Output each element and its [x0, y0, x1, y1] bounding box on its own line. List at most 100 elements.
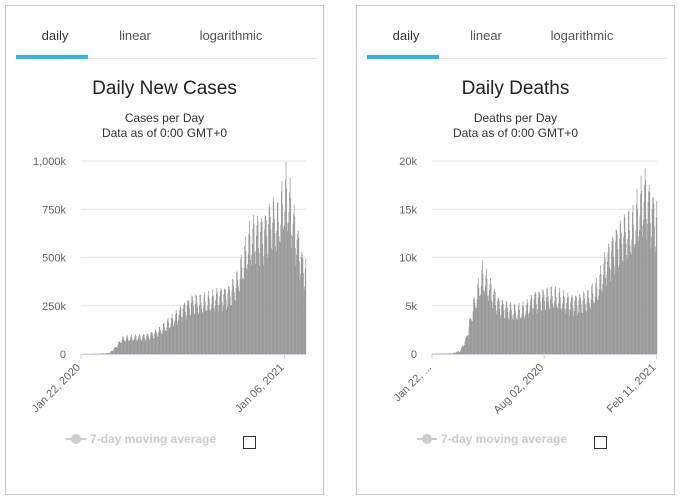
- bar: [232, 278, 233, 354]
- bar: [277, 202, 279, 354]
- bar: [251, 254, 253, 354]
- bar: [269, 207, 271, 354]
- bar: [641, 225, 643, 354]
- bar: [528, 317, 530, 354]
- bar: [619, 238, 620, 354]
- bar: [128, 340, 129, 354]
- bar: [169, 328, 171, 354]
- bar: [577, 312, 579, 354]
- bar: [563, 296, 565, 354]
- bar: [476, 299, 478, 354]
- bar: [559, 287, 561, 354]
- bar: [174, 319, 176, 354]
- bar: [513, 304, 515, 354]
- bar: [233, 292, 235, 354]
- bar: [146, 334, 148, 354]
- bar: [224, 289, 225, 354]
- bar: [167, 320, 168, 354]
- bar: [502, 301, 504, 354]
- bar: [249, 235, 251, 354]
- bar: [631, 239, 633, 354]
- bar: [240, 254, 242, 354]
- bar: [162, 329, 164, 354]
- tab-linear[interactable]: linear: [119, 28, 151, 43]
- bar: [533, 298, 535, 354]
- bar: [474, 302, 476, 354]
- x-tick-label: Jan 22, 2020: [30, 362, 83, 415]
- bar: [119, 341, 121, 354]
- active-tab-indicator: [367, 55, 439, 59]
- bar: [512, 318, 513, 354]
- bar: [569, 309, 571, 354]
- bar: [151, 333, 153, 354]
- bars: [81, 161, 307, 354]
- bar: [127, 338, 129, 354]
- bar: [224, 288, 226, 354]
- bar: [458, 351, 459, 354]
- bar: [553, 308, 555, 354]
- bar: [470, 319, 472, 354]
- bar: [588, 297, 590, 354]
- bar: [176, 312, 178, 354]
- bar: [656, 200, 658, 354]
- legend-moving-average[interactable]: 7-day moving average: [417, 432, 567, 446]
- bar: [254, 252, 255, 354]
- tab-linear[interactable]: linear: [470, 28, 502, 43]
- bar: [272, 197, 274, 354]
- bar: [497, 298, 499, 354]
- bar: [464, 341, 466, 354]
- bar: [275, 246, 276, 354]
- bar: [594, 303, 595, 354]
- legend-moving-average[interactable]: 7-day moving average: [66, 432, 216, 446]
- bar: [264, 215, 266, 354]
- bar: [282, 227, 284, 354]
- bar: [243, 278, 244, 354]
- bar: [587, 289, 588, 354]
- bar: [467, 336, 469, 354]
- bar: [202, 312, 204, 354]
- bar: [276, 230, 278, 354]
- bar: [640, 194, 641, 354]
- bar: [575, 295, 577, 354]
- bar: [244, 236, 246, 354]
- legend-label: 7-day moving average: [90, 432, 217, 446]
- bar: [124, 340, 125, 354]
- bar: [238, 290, 240, 354]
- bar: [595, 277, 597, 354]
- bar: [498, 300, 500, 354]
- bar: [652, 197, 654, 354]
- bar: [609, 267, 611, 354]
- bar: [475, 308, 477, 354]
- bar: [105, 353, 107, 354]
- bar: [211, 304, 212, 354]
- bar: [103, 353, 104, 354]
- moving-average-checkbox[interactable]: [594, 436, 607, 449]
- bar: [550, 286, 552, 354]
- bar: [242, 279, 244, 354]
- bar: [514, 303, 516, 354]
- bar: [172, 318, 174, 354]
- bar: [177, 324, 179, 354]
- bar: [645, 218, 647, 354]
- tab-logarithmic[interactable]: logarithmic: [550, 28, 614, 43]
- bar: [602, 284, 604, 354]
- bar: [147, 333, 149, 354]
- tab-daily[interactable]: daily: [392, 28, 420, 43]
- bar: [145, 339, 147, 354]
- bar: [483, 293, 485, 354]
- bar: [175, 314, 176, 354]
- bar: [196, 295, 197, 354]
- bar: [612, 238, 614, 354]
- bar: [655, 246, 656, 354]
- bar: [444, 353, 446, 354]
- tab-daily[interactable]: daily: [41, 28, 69, 43]
- bar: [637, 208, 638, 354]
- tab-logarithmic[interactable]: logarithmic: [199, 28, 263, 43]
- bar: [605, 285, 607, 354]
- bar: [619, 220, 621, 354]
- bar: [465, 337, 467, 354]
- bar: [565, 308, 567, 354]
- moving-average-checkbox[interactable]: [243, 436, 256, 449]
- y-tick-label: 0: [60, 349, 66, 361]
- bar: [581, 312, 583, 354]
